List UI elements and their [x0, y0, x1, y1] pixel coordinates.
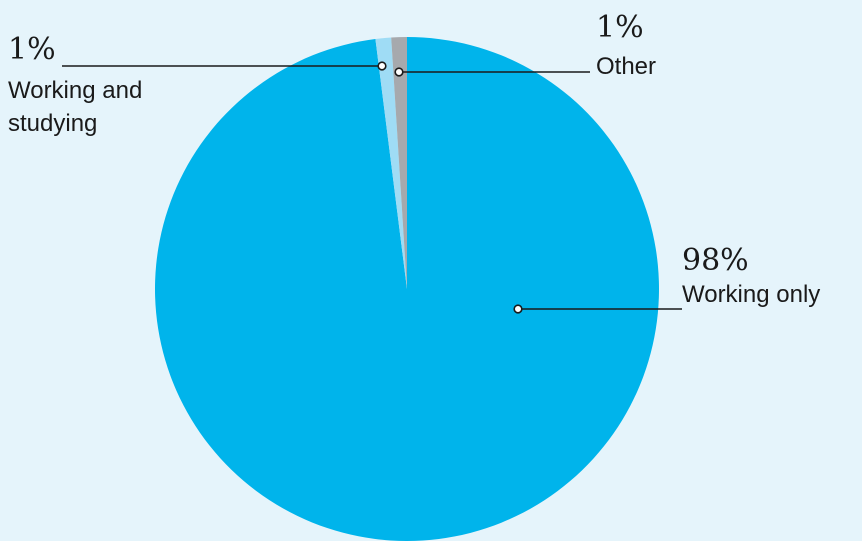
pie-slice-other	[391, 37, 407, 289]
percent-label-other: 1%	[596, 10, 644, 45]
slice-label-working-only: Working only	[682, 281, 820, 308]
leader-dot-other	[394, 67, 404, 77]
label-group-working-only: 98% Working only	[513, 243, 820, 314]
leader-dot-working-and-studying	[377, 61, 387, 71]
pie-slice-working-only	[155, 37, 660, 541]
label-group-other: 1% Other	[394, 10, 656, 80]
percent-label-working-and-studying: 1%	[8, 32, 56, 67]
slice-label-working-and-studying-line1: Working and	[8, 77, 142, 104]
pie-slice-working-and-studying	[375, 37, 407, 289]
leader-dot-working-only	[513, 304, 523, 314]
slice-label-working-and-studying-line2: studying	[8, 110, 97, 137]
percent-label-working-only: 98%	[682, 243, 749, 278]
slice-label-other: Other	[596, 53, 656, 80]
label-group-working-and-studying: 1% Working and studying	[8, 32, 387, 137]
pie-slices	[155, 37, 660, 541]
